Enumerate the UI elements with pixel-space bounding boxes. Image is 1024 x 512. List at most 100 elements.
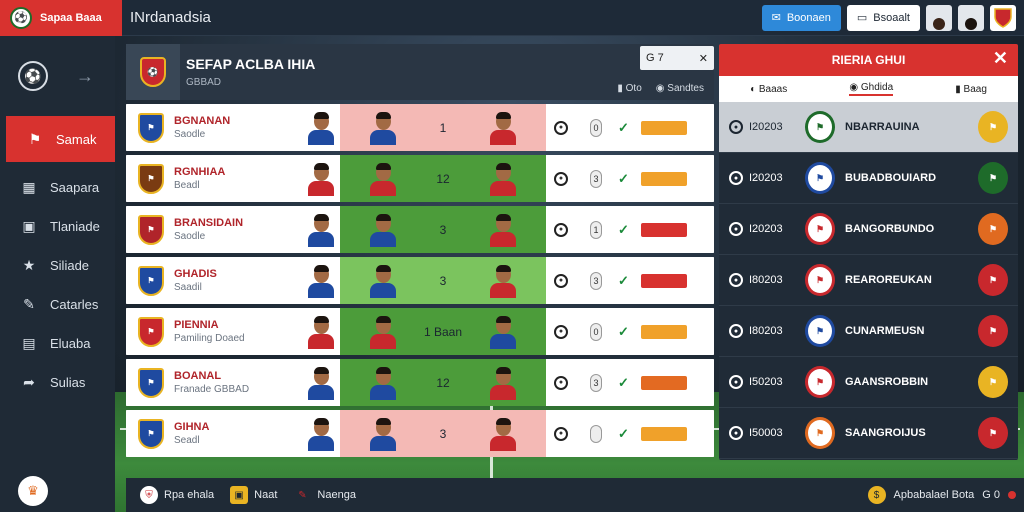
player-avatar bbox=[308, 264, 334, 298]
secondary-button[interactable]: ▭ Bsoaalt bbox=[846, 4, 920, 31]
list-item[interactable]: ● I80203 ⚑ CUNARMEUSN ⚑ bbox=[719, 306, 1018, 357]
club-badge-icon[interactable] bbox=[990, 4, 1016, 31]
arrow-right-icon[interactable]: → bbox=[76, 65, 94, 86]
clock-icon: ● bbox=[729, 375, 743, 389]
list-item[interactable]: ● I20203 ⚑ BUBADBOUIARD ⚑ bbox=[719, 153, 1018, 204]
sidebar-item-label: Catarles bbox=[50, 297, 99, 312]
table-row[interactable]: ⚑ BGNANAN Saodle 1 ● 0 ✓ bbox=[126, 104, 714, 151]
player-avatar bbox=[370, 417, 396, 451]
bottom-item-label: Naat bbox=[254, 489, 278, 501]
brand-label: Sapaa Baaa bbox=[40, 11, 102, 24]
close-icon[interactable]: ✕ bbox=[992, 48, 1008, 68]
list-item[interactable]: ● I50203 ⚑ GAANSROBBIN ⚑ bbox=[719, 357, 1018, 408]
tab-2[interactable]: ▮ Baag bbox=[955, 83, 987, 95]
check-icon[interactable]: ✓ bbox=[618, 119, 629, 135]
team-crest-icon: ⚑ bbox=[138, 163, 164, 194]
sidebar-item-label: Eluaba bbox=[50, 336, 91, 351]
form-bar bbox=[640, 426, 687, 441]
score-value: 1 Baan bbox=[423, 324, 463, 339]
tab-1[interactable]: ◉ Ghdida bbox=[849, 82, 894, 96]
team-crest-icon: ⚑ bbox=[138, 214, 164, 245]
table-row[interactable]: ⚑ RGNHIAA Beadl 12 ● 3 ✓ bbox=[126, 155, 714, 202]
brand[interactable]: ⚽ Sapaa Baaa bbox=[0, 0, 122, 36]
bottom-item-0[interactable]: ⛨ Rpa ehala bbox=[140, 486, 214, 504]
sidebar-item-label: Samak bbox=[56, 131, 97, 147]
team-crest-icon: ⚑ bbox=[805, 417, 835, 449]
player-avatar bbox=[308, 111, 334, 145]
table-row[interactable]: ⚑ GHADIS Saadil 3 ● 3 ✓ bbox=[126, 257, 714, 304]
match-name: REAROREUKAN bbox=[845, 274, 932, 286]
match-id: ● I80203 bbox=[729, 324, 795, 338]
check-icon[interactable]: ✓ bbox=[618, 374, 629, 390]
sidebar-item-label: Sulias bbox=[50, 375, 86, 390]
team-crest-icon: ⚑ bbox=[805, 162, 835, 194]
filter-sandtes[interactable]: ◉ Sandtes bbox=[655, 83, 704, 94]
team-cell: ⚑ GIHNA Seadl bbox=[126, 410, 340, 457]
panel-subtitle: GBBAD bbox=[186, 77, 222, 88]
score-value: 12 bbox=[436, 171, 450, 186]
score-cell: 3 bbox=[340, 206, 546, 253]
search-field[interactable]: G 7 ✕ bbox=[640, 46, 714, 70]
clock-icon: ● bbox=[554, 375, 568, 390]
stats-cell: ● 0 ✓ bbox=[546, 104, 714, 151]
filter-oto[interactable]: ▮ Oto bbox=[617, 83, 642, 94]
player-avatar bbox=[370, 111, 396, 145]
bottom-item-1[interactable]: ▣ Naat bbox=[230, 486, 277, 504]
table-row[interactable]: ⚑ BOANAL Franade GBBAD 12 ● 3 ✓ bbox=[126, 359, 714, 406]
team-name: BRANSIDAIN bbox=[174, 217, 244, 229]
club-badge-icon: ⚑ bbox=[978, 213, 1008, 245]
club-badge-icon: ⚑ bbox=[978, 264, 1008, 296]
table-row[interactable]: ⚑ PIENNIA Pamiling Doaed 1 Baan ● 0 ✓ bbox=[126, 308, 714, 355]
list-item[interactable]: ● I20203 ⚑ BANGORBUNDO ⚑ bbox=[719, 204, 1018, 255]
check-icon[interactable]: ✓ bbox=[618, 272, 629, 288]
table-row[interactable]: ⚑ GIHNA Seadl 3 ● ✓ bbox=[126, 410, 714, 457]
list-item[interactable]: ● I20203 ⚑ NBARRAUINA ⚑ bbox=[719, 102, 1018, 153]
bottom-item-2[interactable]: ✎ Naenga bbox=[293, 486, 356, 504]
check-icon[interactable]: ✓ bbox=[618, 323, 629, 339]
check-icon[interactable]: ✓ bbox=[618, 425, 629, 441]
player-avatar bbox=[370, 315, 396, 349]
sidebar-item-2[interactable]: ▣ Tlaniade bbox=[0, 207, 115, 246]
sidebar-item-4[interactable]: ✎ Catarles bbox=[0, 285, 115, 324]
table-row[interactable]: ⚑ BRANSIDAIN Saodle 3 ● 1 ✓ bbox=[126, 206, 714, 253]
club-logo-icon: ⚽ bbox=[10, 6, 32, 29]
sidebar-item-0[interactable]: ⚑ Samak bbox=[6, 116, 115, 162]
check-icon[interactable]: ✓ bbox=[618, 170, 629, 186]
club-badge-icon: ⚑ bbox=[978, 111, 1008, 143]
match-name: BUBADBOUIARD bbox=[845, 172, 937, 184]
user-avatar-1[interactable] bbox=[926, 4, 952, 31]
form-bar bbox=[640, 324, 687, 339]
player-avatar bbox=[370, 264, 396, 298]
player-avatar bbox=[308, 366, 334, 400]
stat-pill bbox=[590, 424, 602, 443]
sidebar: ⚽ → ⚑ Samak ▦ Saapara ▣ Tlaniade ★ Silia… bbox=[0, 36, 115, 512]
team-name: RGNHIAA bbox=[174, 166, 226, 178]
list-item[interactable]: ● I50003 ⚑ SAANGROIJUS ⚑ bbox=[719, 408, 1018, 459]
sidebar-item-label: Siliade bbox=[50, 258, 90, 273]
player-avatar bbox=[308, 417, 334, 451]
score-value: 3 bbox=[439, 273, 447, 288]
primary-button-label: Boonaen bbox=[786, 11, 831, 24]
player-avatar bbox=[370, 366, 396, 400]
tab-0[interactable]: ◐ Baaas bbox=[750, 83, 788, 95]
score-value: 12 bbox=[436, 375, 450, 390]
sidebar-item-5[interactable]: ▤ Eluaba bbox=[0, 324, 115, 363]
list-item[interactable]: ● I80203 ⚑ REAROREUKAN ⚑ bbox=[719, 255, 1018, 306]
primary-button[interactable]: ✉ Boonaen bbox=[761, 4, 841, 31]
team-cell: ⚑ BRANSIDAIN Saodle bbox=[126, 206, 340, 253]
sidebar-item-6[interactable]: ➦ Sulias bbox=[0, 363, 115, 402]
check-icon[interactable]: ✓ bbox=[618, 221, 629, 237]
ball-icon[interactable]: ⚽ bbox=[18, 61, 48, 91]
sidebar-item-3[interactable]: ★ Siliade bbox=[0, 246, 115, 285]
team-crest-icon: ⚑ bbox=[138, 418, 164, 449]
trophy-icon[interactable]: ♛ bbox=[18, 476, 48, 506]
search-value: G 7 bbox=[646, 52, 664, 64]
clock-icon: ● bbox=[554, 171, 568, 186]
close-icon[interactable]: ✕ bbox=[698, 52, 708, 65]
score-value: 3 bbox=[439, 426, 447, 441]
score-cell: 1 bbox=[340, 104, 546, 151]
sidebar-item-1[interactable]: ▦ Saapara bbox=[0, 168, 115, 207]
match-name: GAANSROBBIN bbox=[845, 376, 929, 388]
user-avatar-2[interactable] bbox=[958, 4, 984, 31]
team-cell: ⚑ BOANAL Franade GBBAD bbox=[126, 359, 340, 406]
